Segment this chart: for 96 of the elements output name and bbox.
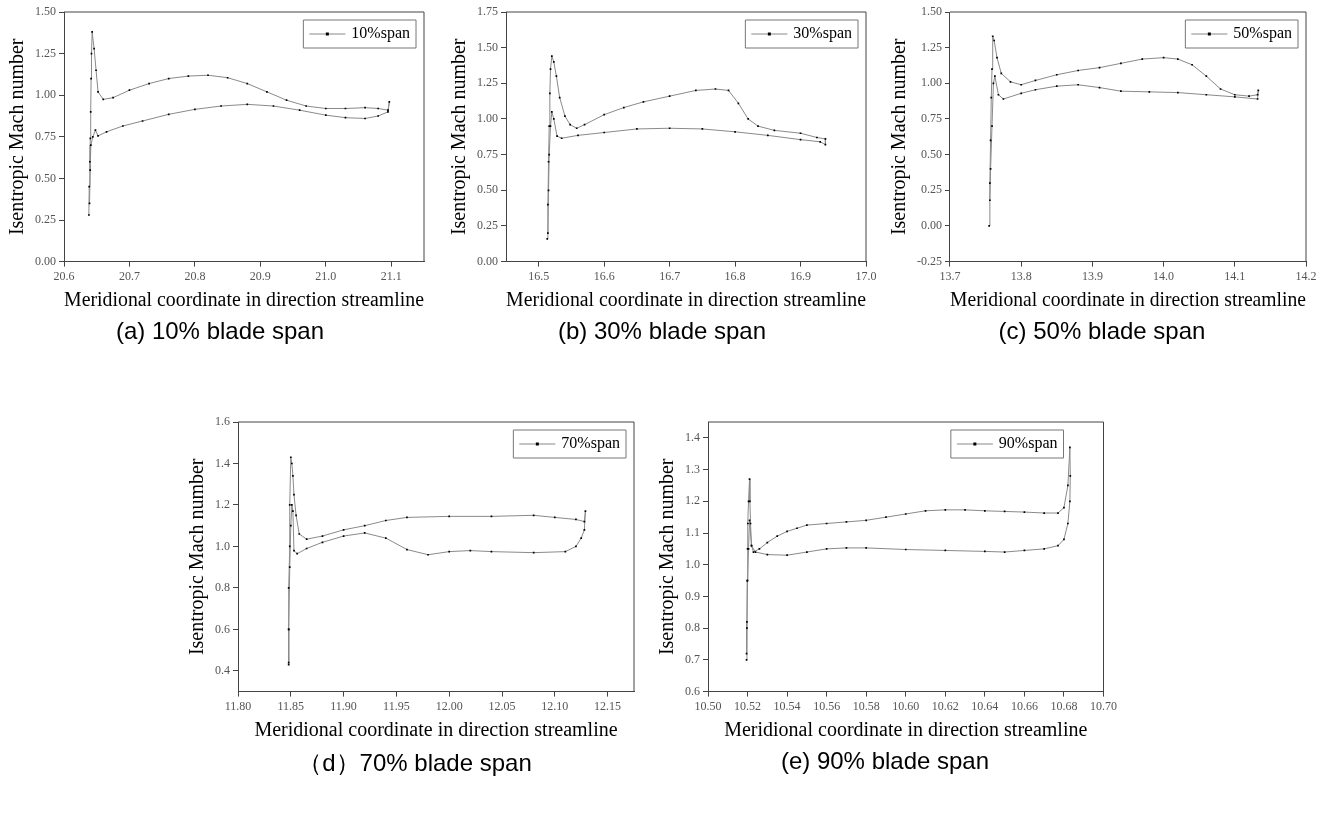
x-tick-label: 10.70 (1090, 698, 1117, 713)
x-axis-title: Meridional coordinate in direction streamline (64, 288, 425, 311)
x-tick-label: 16.8 (724, 268, 746, 283)
y-tick-label: 1.50 (921, 4, 942, 19)
y-tick-label: 0.75 (477, 146, 498, 161)
y-tick-label: 1.0 (685, 556, 700, 571)
x-tick-label: 13.8 (1010, 268, 1032, 283)
x-tick-label: 11.85 (277, 698, 305, 713)
x-tick-label: 11.90 (330, 698, 357, 713)
x-tick-label: 17.0 (855, 268, 877, 283)
x-tick-label: 14.0 (1153, 268, 1175, 283)
x-axis-title: Meridional coordinate in direction streamline (506, 288, 867, 311)
y-tick-label: 0.8 (215, 580, 230, 595)
x-tick-label: 14.1 (1224, 268, 1246, 283)
y-tick-label: 0.9 (685, 588, 700, 603)
y-axis-title: Isentropic Mach number (185, 458, 209, 656)
x-tick-label: 12.05 (488, 698, 516, 713)
y-tick-label: -0.25 (917, 253, 942, 268)
x-tick-label: 10.62 (931, 698, 959, 713)
text: (b) 30% blade span (556, 317, 768, 345)
y-tick-label: 1.2 (685, 493, 700, 508)
x-tick-label: 11.95 (383, 698, 410, 713)
y-tick-label: 1.2 (215, 497, 230, 512)
legend-label: 30%span (793, 24, 852, 43)
y-tick-label: 0.25 (35, 212, 56, 227)
x-tick-label: 20.6 (53, 268, 75, 283)
x-tick-label: 12.00 (435, 698, 463, 713)
y-tick-label: 1.4 (215, 455, 230, 470)
y-tick-label: 1.00 (35, 87, 56, 102)
y-tick-label: 1.3 (685, 461, 700, 476)
x-tick-label: 21.1 (380, 268, 402, 283)
y-tick-label: 0.50 (477, 182, 498, 197)
x-tick-label: 10.58 (852, 698, 880, 713)
x-tick-label: 12.15 (594, 698, 622, 713)
x-tick-label: 14.2 (1295, 268, 1317, 283)
y-tick-label: 1.4 (685, 430, 700, 445)
y-tick-label: 0.75 (921, 111, 942, 126)
x-tick-label: 16.9 (790, 268, 812, 283)
y-tick-label: 0.00 (35, 253, 56, 268)
y-tick-label: 1.1 (685, 525, 700, 540)
y-tick-label: 0.6 (685, 683, 700, 698)
x-tick-label: 16.5 (528, 268, 550, 283)
y-axis-title: Isentropic Mach number (5, 38, 29, 236)
legend-label: 70%span (561, 434, 620, 453)
y-tick-label: 0.6 (215, 621, 230, 636)
x-axis-title: Meridional coordinate in direction streamline (950, 288, 1307, 311)
y-tick-label: 0.50 (35, 170, 56, 185)
x-tick-label: 16.7 (659, 268, 681, 283)
x-tick-label: 10.60 (892, 698, 920, 713)
y-tick-label: 1.25 (35, 45, 56, 60)
x-tick-label: 16.6 (593, 268, 615, 283)
legend-label: 10%span (351, 24, 410, 43)
y-axis-title: Isentropic Mach number (887, 38, 911, 236)
x-tick-label: 13.9 (1081, 268, 1103, 283)
y-tick-label: 0.8 (685, 620, 700, 635)
x-tick-label: 10.66 (1010, 698, 1038, 713)
y-tick-label: 0.4 (215, 663, 230, 678)
y-tick-label: 0.00 (477, 253, 498, 268)
y-tick-label: 1.50 (477, 39, 498, 54)
text: （d）70% blade span (297, 748, 533, 778)
y-tick-label: 0.7 (685, 652, 700, 667)
text: (a) 10% blade span (114, 317, 326, 345)
text: (e) 90% blade span (779, 747, 991, 775)
legend-label: 90%span (998, 434, 1058, 453)
y-tick-label: 0.25 (921, 182, 942, 197)
y-tick-label: 0.25 (477, 218, 498, 233)
legend-label: 50%span (1233, 24, 1292, 43)
y-tick-label: 1.6 (215, 414, 230, 429)
x-tick-label: 10.52 (734, 698, 762, 713)
x-tick-label: 10.50 (694, 698, 722, 713)
x-tick-label: 13.7 (939, 268, 961, 283)
y-tick-label: 1.25 (477, 75, 498, 90)
y-tick-label: 1.0 (215, 538, 230, 553)
x-tick-label: 11.80 (224, 698, 252, 713)
x-tick-label: 12.10 (541, 698, 569, 713)
x-tick-label: 20.9 (249, 268, 271, 283)
y-axis-title: Isentropic Mach number (447, 38, 471, 236)
x-axis-title: Meridional coordinate in direction streamline (724, 718, 1088, 741)
x-tick-label: 10.64 (971, 698, 999, 713)
x-tick-label: 10.54 (773, 698, 801, 713)
text: (c) 50% blade span (997, 317, 1207, 345)
y-tick-label: 1.25 (921, 39, 942, 54)
x-tick-label: 10.56 (813, 698, 841, 713)
x-tick-label: 10.68 (1050, 698, 1078, 713)
y-tick-label: 0.00 (921, 218, 942, 233)
y-tick-label: 1.75 (477, 4, 498, 19)
y-tick-label: 1.50 (35, 4, 56, 19)
x-tick-label: 20.7 (118, 268, 140, 283)
y-tick-label: 0.75 (35, 128, 56, 143)
y-axis-title: Isentropic Mach number (655, 458, 679, 656)
y-tick-label: 1.00 (477, 111, 498, 126)
y-tick-label: 0.50 (921, 146, 942, 161)
x-tick-label: 20.8 (184, 268, 206, 283)
x-tick-label: 21.0 (315, 268, 337, 283)
y-tick-label: 1.00 (921, 75, 942, 90)
x-axis-title: Meridional coordinate in direction streamline (254, 718, 618, 741)
